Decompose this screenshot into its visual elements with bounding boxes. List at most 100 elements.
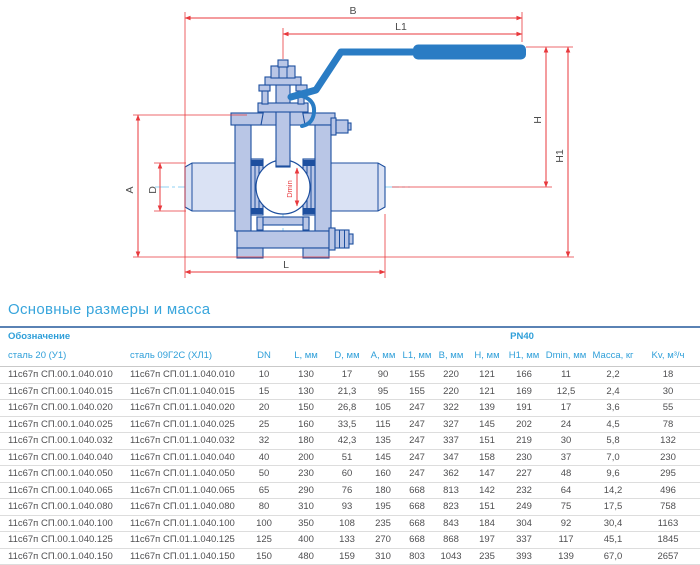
- table-cell: 11с67п СП.00.1.040.032: [0, 432, 122, 450]
- stem-assembly: [257, 59, 309, 167]
- table-cell: 51: [328, 449, 367, 466]
- dim-label-H: H: [532, 116, 544, 124]
- table-row: 11с67п СП.00.1.040.010 11с67п СП.01.1.040…: [0, 366, 700, 384]
- table-cell: 11с67п СП.01.1.040.010: [122, 366, 245, 384]
- table-cell: 496: [636, 482, 700, 499]
- table-cell: 150: [244, 548, 285, 565]
- col-header-b: B, мм: [434, 346, 469, 367]
- table-cell: 25: [244, 416, 285, 433]
- table-cell: 11с67п СП.01.1.040.150: [122, 548, 245, 565]
- table-cell: 11с67п СП.00.1.040.040: [0, 449, 122, 466]
- table-cell: 823: [434, 498, 469, 516]
- table-cell: 11с67п СП.01.1.040.050: [122, 465, 245, 483]
- table-cell: 64: [542, 482, 591, 499]
- table-cell: 337: [434, 432, 469, 450]
- table-cell: 151: [468, 498, 507, 516]
- table-cell: 668: [400, 515, 435, 532]
- table-cell: 350: [284, 515, 329, 532]
- col-header-dmin: Dmin, мм: [542, 346, 591, 367]
- table-cell: 80: [244, 498, 285, 516]
- dim-label-Dmin: Dmin: [285, 180, 294, 198]
- dim-label-L1: L1: [395, 21, 407, 33]
- table-row: 11с67п СП.00.1.040.040 11с67п СП.01.1.040…: [0, 449, 700, 466]
- table-cell: 130: [284, 366, 329, 384]
- table-cell: 105: [366, 399, 401, 417]
- table-cell: 17: [542, 399, 591, 417]
- table-cell: 151: [468, 432, 507, 450]
- table-body: 11с67п СП.00.1.040.010 11с67п СП.01.1.040…: [0, 366, 700, 565]
- table-cell: 48: [542, 465, 591, 483]
- table-cell: 40: [244, 449, 285, 466]
- dim-label-D: D: [147, 186, 159, 194]
- table-cell: 247: [400, 432, 435, 450]
- col-header-l: L, мм: [284, 346, 329, 367]
- table-cell: 100: [244, 515, 285, 532]
- table-cell: 33,5: [328, 416, 367, 433]
- table-cell: 132: [636, 432, 700, 450]
- table-cell: 393: [506, 548, 543, 565]
- table-cell: 180: [284, 432, 329, 450]
- table-cell: 322: [434, 399, 469, 417]
- table-cell: 17,5: [590, 498, 637, 516]
- dimensions-table: Обозначение PN40 сталь 20 (У1) сталь 09Г…: [0, 328, 700, 565]
- table-cell: 133: [328, 531, 367, 549]
- table-cell: 249: [506, 498, 543, 516]
- table-row: 11с67п СП.00.1.040.025 11с67п СП.01.1.040…: [0, 416, 700, 433]
- table-cell: 145: [366, 449, 401, 466]
- table-cell: 92: [542, 515, 591, 532]
- table-cell: 758: [636, 498, 700, 516]
- table-cell: 803: [400, 548, 435, 565]
- table-cell: 11с67п СП.00.1.040.010: [0, 366, 122, 384]
- table-cell: 191: [506, 399, 543, 417]
- table-cell: 247: [400, 416, 435, 433]
- table-cell: 220: [434, 366, 469, 384]
- table-cell: 75: [542, 498, 591, 516]
- table-cell: 60: [328, 465, 367, 483]
- table-cell: 11с67п СП.01.1.040.080: [122, 498, 245, 516]
- table-cell: 30,4: [590, 515, 637, 532]
- table-cell: 11: [542, 366, 591, 384]
- table-cell: 95: [366, 383, 401, 400]
- table-header: Обозначение PN40 сталь 20 (У1) сталь 09Г…: [0, 328, 700, 367]
- table-cell: 400: [284, 531, 329, 549]
- table-cell: 11с67п СП.01.1.040.032: [122, 432, 245, 450]
- table-cell: 230: [284, 465, 329, 483]
- table-cell: 10: [244, 366, 285, 384]
- table-row: 11с67п СП.00.1.040.125 11с67п СП.01.1.040…: [0, 531, 700, 549]
- table-cell: 145: [468, 416, 507, 433]
- col-header-h1: H1, мм: [506, 346, 543, 367]
- table-cell: 11с67п СП.00.1.040.015: [0, 383, 122, 400]
- dim-label-B: B: [349, 5, 356, 17]
- table-cell: 67,0: [590, 548, 637, 565]
- table-cell: 155: [400, 383, 435, 400]
- extension-lines: [133, 12, 574, 278]
- table-cell: 2,2: [590, 366, 637, 384]
- table-cell: 337: [506, 531, 543, 549]
- table-cell: 50: [244, 465, 285, 483]
- group-header-row: Обозначение PN40: [0, 328, 700, 346]
- table-cell: 220: [434, 383, 469, 400]
- table-cell: 11с67п СП.00.1.040.125: [0, 531, 122, 549]
- table-cell: 18: [636, 366, 700, 384]
- table-cell: 11с67п СП.00.1.040.150: [0, 548, 122, 565]
- table-cell: 235: [468, 548, 507, 565]
- table-cell: 11с67п СП.01.1.040.025: [122, 416, 245, 433]
- dimension-lines: [135, 15, 571, 275]
- table-cell: 813: [434, 482, 469, 499]
- table-cell: 90: [366, 366, 401, 384]
- table-cell: 169: [506, 383, 543, 400]
- table-row: 11с67п СП.00.1.040.065 11с67п СП.01.1.040…: [0, 482, 700, 499]
- table-cell: 12,5: [542, 383, 591, 400]
- table-cell: 160: [366, 465, 401, 483]
- table-cell: 21,3: [328, 383, 367, 400]
- table-cell: 11с67п СП.00.1.040.100: [0, 515, 122, 532]
- table-cell: 11с67п СП.01.1.040.020: [122, 399, 245, 417]
- table-cell: 347: [434, 449, 469, 466]
- table-cell: 184: [468, 515, 507, 532]
- table-title: Основные размеры и масса: [8, 301, 211, 318]
- table-cell: 30: [636, 383, 700, 400]
- table-row: 11с67п СП.00.1.040.032 11с67п СП.01.1.040…: [0, 432, 700, 450]
- table-cell: 155: [400, 366, 435, 384]
- table-cell: 2,4: [590, 383, 637, 400]
- table-cell: 93: [328, 498, 367, 516]
